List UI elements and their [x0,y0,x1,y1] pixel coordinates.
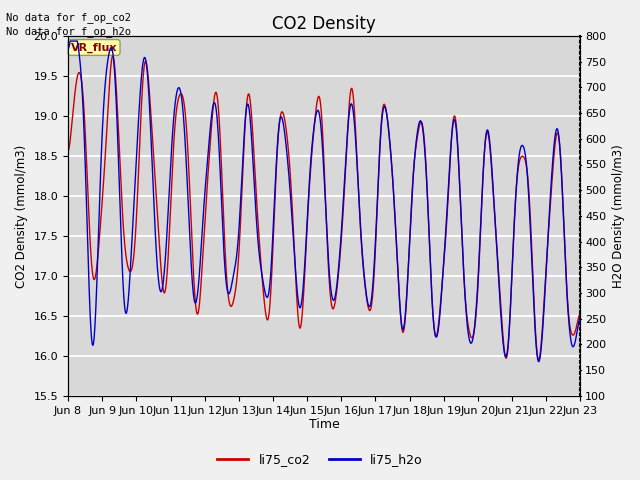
Legend: li75_co2, li75_h2o: li75_co2, li75_h2o [212,448,428,471]
Title: CO2 Density: CO2 Density [273,15,376,33]
Text: VR_flux: VR_flux [71,42,117,53]
Text: No data for f_op_h2o: No data for f_op_h2o [6,26,131,37]
Y-axis label: H2O Density (mmol/m3): H2O Density (mmol/m3) [612,144,625,288]
Text: No data for f_op_co2: No data for f_op_co2 [6,12,131,23]
X-axis label: Time: Time [309,419,340,432]
Y-axis label: CO2 Density (mmol/m3): CO2 Density (mmol/m3) [15,144,28,288]
